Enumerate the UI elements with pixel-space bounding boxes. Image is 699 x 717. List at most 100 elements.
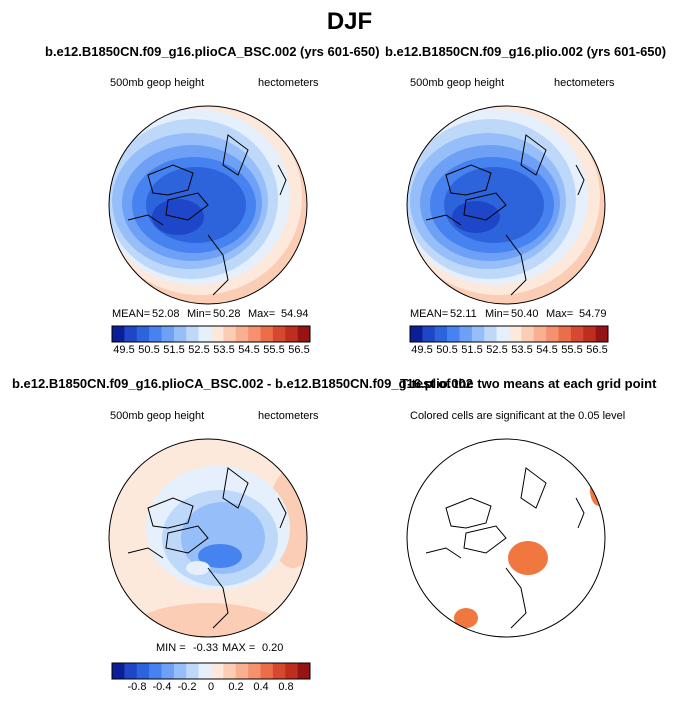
panel-1-min-label: Min= (187, 308, 212, 320)
colorbar-swatch (459, 326, 473, 342)
panel-1-colorbar-ticks: 49.5 50.5 51.5 52.5 53.5 54.5 55.5 56.5 (112, 344, 310, 358)
panel-3-max-label: MAX = (222, 642, 256, 654)
colorbar-swatch (546, 326, 559, 342)
colorbar-swatch (422, 326, 436, 342)
colorbar-swatch (558, 326, 572, 342)
panel-1-tick: 55.5 (263, 344, 285, 356)
panel-3-colorbar-ticks: -0.8 -0.4 -0.2 0 0.2 0.4 0.8 (112, 681, 310, 695)
colorbar-swatch (173, 663, 187, 679)
colorbar-border (111, 662, 311, 680)
colorbar-swatch (297, 326, 311, 342)
colorbar-swatch (248, 326, 261, 342)
colorbar-swatch (285, 326, 298, 342)
colorbar-swatch (211, 663, 224, 679)
colorbar-swatch (595, 326, 609, 342)
panel-2-mean-label: MEAN= (410, 308, 449, 320)
panel-2-tick: 55.5 (561, 344, 583, 356)
colorbar-swatch (136, 663, 150, 679)
colorbar-swatch (198, 663, 212, 679)
panel-2-tick: 52.5 (486, 344, 508, 356)
colorbar-swatch (235, 326, 249, 342)
panel-2-tick: 56.5 (586, 344, 608, 356)
panel-3-tick: -0.8 (127, 681, 147, 693)
colorbar-swatch (260, 326, 274, 342)
colorbar-swatch (112, 663, 125, 679)
panel-3-tick: -0.4 (152, 681, 172, 693)
panel-2-colorbar-ticks: 49.5 50.5 51.5 52.5 53.5 54.5 55.5 56.5 (410, 344, 608, 358)
panel-1-title: b.e12.B1850CN.f09_g16.plioCA_BSC.002 (yr… (45, 44, 380, 59)
colorbar-swatch (434, 326, 448, 342)
colorbar-swatch (149, 663, 162, 679)
colorbar-swatch (484, 326, 497, 342)
panel-1-mean: 52.08 (152, 308, 180, 320)
colorbar-swatch (248, 663, 261, 679)
colorbar-swatch (124, 326, 138, 342)
colorbar-swatch (410, 326, 423, 342)
panel-1-tick: 54.5 (238, 344, 260, 356)
panel-2-map (406, 105, 606, 305)
colorbar-swatch (149, 326, 162, 342)
panel-4-map (406, 438, 606, 638)
colorbar-swatch (570, 326, 584, 342)
panel-3-tick: -0.2 (177, 681, 197, 693)
colorbar-border (409, 325, 609, 343)
significant-region (454, 608, 478, 628)
panel-1-tick: 51.5 (163, 344, 185, 356)
panel-2-min-label: Min= (485, 308, 510, 320)
panel-2-label-left: 500mb geop height (410, 77, 505, 89)
panel-2-tick: 50.5 (436, 344, 458, 356)
colorbar-swatch (198, 326, 212, 342)
colorbar-swatch (223, 326, 237, 342)
panel-3-min-label: MIN = (156, 642, 186, 654)
colorbar-swatch (161, 663, 175, 679)
colorbar-swatch (272, 663, 286, 679)
panel-2-tick: 54.5 (536, 344, 558, 356)
panel-1-mean-label: MEAN= (112, 308, 151, 320)
panel-4-title: T-test of the two means at each grid poi… (400, 376, 657, 391)
panel-1-tick: 50.5 (138, 344, 160, 356)
colorbar-swatch (161, 326, 175, 342)
panel-3-tick: 0 (207, 681, 215, 693)
panel-1-label-right: hectometers (258, 77, 319, 89)
colorbar-swatch (509, 326, 522, 342)
colorbar-swatch (260, 663, 274, 679)
colorbar-swatch (186, 663, 199, 679)
panel-1-min: 50.28 (213, 308, 241, 320)
colorbar-swatch (136, 326, 150, 342)
colorbar-swatch (533, 326, 547, 342)
panel-1-tick: 52.5 (188, 344, 210, 356)
colorbar-swatch (285, 663, 298, 679)
panel-1-max: 54.94 (281, 308, 309, 320)
panel-3-label-right: hectometers (258, 410, 319, 422)
panel-3-label-left: 500mb geop height (110, 410, 205, 422)
colorbar-swatch (223, 663, 237, 679)
panel-2-min: 50.40 (511, 308, 539, 320)
colorbar-swatch (124, 663, 138, 679)
panel-1-colorbar (111, 325, 311, 343)
panel-4-label: Colored cells are significant at the 0.0… (410, 410, 626, 422)
panel-3-min: -0.33 (193, 642, 219, 654)
panel-1-tick: 56.5 (288, 344, 310, 356)
panel-1-map (108, 105, 308, 305)
colorbar-swatch (583, 326, 596, 342)
colorbar-swatch (211, 326, 224, 342)
panel-3-tick: 0.8 (278, 681, 294, 693)
panel-1-tick: 53.5 (213, 344, 235, 356)
panel-3-tick: 0.2 (228, 681, 244, 693)
panel-3-colorbar (111, 662, 311, 680)
colorbar-swatch (496, 326, 510, 342)
panel-1-label-left: 500mb geop height (110, 77, 205, 89)
panel-2-colorbar (409, 325, 609, 343)
panel-2-mean: 52.11 (450, 308, 477, 320)
figure-title: DJF (326, 8, 373, 35)
colorbar-swatch (186, 326, 199, 342)
panel-2-label-right: hectometers (554, 77, 615, 89)
panel-3-map (108, 438, 308, 638)
panel-2-tick: 53.5 (511, 344, 533, 356)
panel-1-max-label: Max= (248, 308, 276, 320)
panel-2-tick: 51.5 (461, 344, 483, 356)
panel-2-max: 54.79 (579, 308, 607, 320)
colorbar-swatch (173, 326, 187, 342)
panel-2-tick: 49.5 (411, 344, 433, 356)
panel-1-tick: 49.5 (113, 344, 135, 356)
